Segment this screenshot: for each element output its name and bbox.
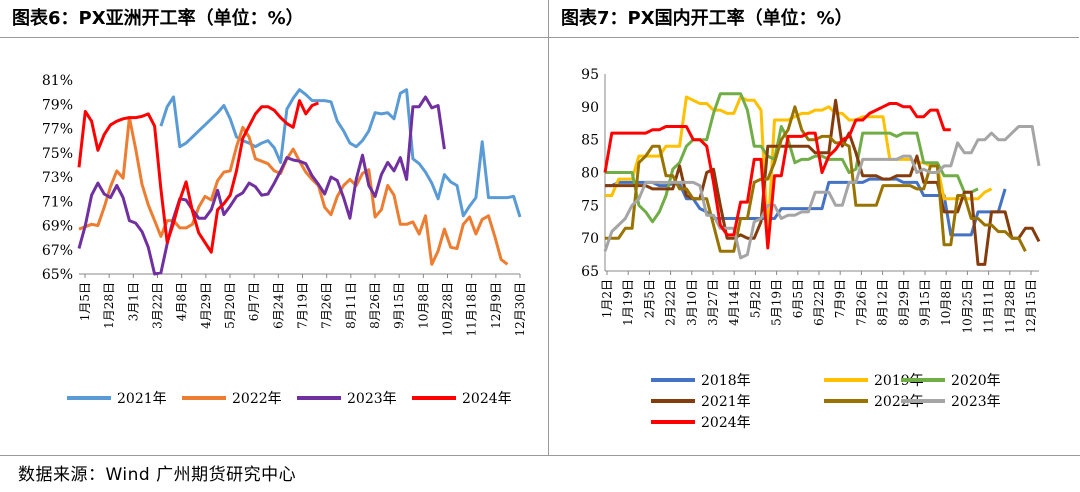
- right-x-tick-label: 6月22日: [812, 279, 826, 326]
- right-x-tick-label: 1月2日: [600, 279, 614, 318]
- left-y-tick-label: 67%: [42, 243, 73, 259]
- left-series-line-2022年: [78, 116, 509, 266]
- left-x-tick-label: 8月11日: [344, 282, 358, 329]
- right-x-tick-label: 2月5日: [642, 279, 656, 318]
- left-x-tick-label: 7月26日: [320, 282, 334, 329]
- right-series-line-2023年: [603, 125, 1041, 260]
- right-x-tick-label: 6月5日: [791, 279, 805, 318]
- right-x-tick-label: 11月28日: [1003, 279, 1017, 334]
- left-x-tick-label: 8月26日: [368, 282, 382, 329]
- left-series-line-2024年: [77, 99, 319, 254]
- right-y-tick-label: 90: [581, 100, 599, 116]
- left-legend-label: 2022年: [232, 391, 282, 407]
- right-x-tick-label: 8月12日: [876, 279, 890, 326]
- right-y-tick-label: 65: [581, 264, 599, 280]
- right-y-tick-label: 95: [581, 67, 599, 83]
- right-x-tick-label: 1月19日: [621, 279, 635, 326]
- right-x-tick-label: 12月15日: [1024, 279, 1038, 334]
- left-y-tick-label: 79%: [42, 97, 73, 113]
- left-x-tick-label: 12月30日: [513, 282, 527, 337]
- left-chart-svg: 81% 79% 77% 75% 73% 71% 69% 67% 65% 1月5日 1月28日 3月1日…: [42, 73, 527, 407]
- left-x-tick-label: 5月20日: [223, 282, 237, 329]
- right-x-tick-label: 7月9日: [833, 279, 847, 318]
- left-y-tick-label: 65%: [42, 267, 73, 283]
- left-x-tick-label: 4月29日: [199, 282, 213, 329]
- left-y-tick-label: 69%: [42, 219, 73, 235]
- left-x-tick-label: 3月1日: [126, 282, 140, 321]
- right-legend-label: 2019年: [874, 373, 924, 389]
- left-legend-label: 2024年: [462, 391, 512, 407]
- left-x-tick-label: 3月22日: [151, 282, 165, 329]
- footer-divider: [0, 455, 1080, 456]
- right-x-tick-label: 8月29日: [897, 279, 911, 326]
- left-chart-panel: 图表6：PX亚洲开工率（单位：%） 81% 79% 77% 75% 73% 71% 69% 6…: [0, 0, 549, 455]
- left-x-tick-label: 4月8日: [175, 282, 189, 321]
- left-x-tick-label: 1月5日: [78, 282, 92, 321]
- right-y-tick-label: 85: [581, 133, 599, 149]
- right-x-tick-label: 3月10日: [685, 279, 699, 326]
- right-x-tick-label: 10月8日: [939, 279, 953, 326]
- right-series-line-2020年: [605, 92, 979, 224]
- left-chart-title: 图表6：PX亚洲开工率（单位：%）: [0, 0, 548, 38]
- right-legend-label: 2018年: [701, 373, 751, 389]
- right-x-tick-label: 5月2日: [748, 279, 762, 318]
- right-chart-title: 图表7：PX国内开工率（单位：%）: [549, 0, 1079, 38]
- right-legend-label: 2024年: [701, 415, 751, 431]
- left-x-tick-label: 7月19日: [296, 282, 310, 329]
- left-y-tick-label: 75%: [42, 146, 73, 162]
- right-x-tick-label: 7月26日: [854, 279, 868, 326]
- left-x-tick-label: 10月28日: [441, 282, 455, 337]
- left-series-line-2023年: [77, 95, 446, 276]
- right-legend-label: 2022年: [874, 394, 924, 410]
- left-legend-label: 2023年: [347, 391, 397, 407]
- right-series-line-2021年: [605, 98, 1041, 266]
- right-chart-panel: 图表7：PX国内开工率（单位：%） 95 90 85 80 75 70 65 1月2日 1月19…: [549, 0, 1079, 455]
- left-y-tick-label: 77%: [42, 122, 73, 138]
- left-y-tick-label: 71%: [42, 194, 73, 210]
- right-legend-label: 2020年: [951, 373, 1001, 389]
- left-x-tick-label: 12月9日: [489, 282, 503, 329]
- left-x-tick-label: 11月18日: [465, 282, 479, 337]
- right-legend-label: 2023年: [951, 394, 1001, 410]
- right-x-tick-label: 3月27日: [706, 279, 720, 326]
- left-legend-label: 2021年: [117, 391, 167, 407]
- right-x-tick-label: 2月22日: [664, 279, 678, 326]
- right-y-tick-label: 75: [581, 198, 599, 214]
- right-x-tick-label: 4月14日: [727, 279, 741, 326]
- left-y-tick-label: 73%: [42, 170, 73, 186]
- right-x-tick-label: 5月19日: [770, 279, 784, 326]
- right-x-tick-label: 10月25日: [960, 279, 974, 334]
- right-x-tick-label: 11月11日: [982, 279, 996, 334]
- left-x-tick-label: 6月7日: [247, 282, 261, 321]
- right-series-line-2022年: [605, 105, 1027, 253]
- right-x-tick-label: 9月15日: [918, 279, 932, 326]
- left-x-tick-label: 9月15日: [392, 282, 406, 329]
- right-y-tick-label: 70: [581, 231, 599, 247]
- right-y-tick-label: 80: [581, 166, 599, 182]
- right-series-line-2024年: [603, 102, 951, 250]
- left-x-tick-label: 6月24日: [271, 282, 285, 329]
- left-x-tick-label: 1月28日: [102, 282, 116, 329]
- left-y-tick-label: 81%: [42, 73, 73, 89]
- left-series-line-2021年: [159, 88, 522, 218]
- source-note: 数据来源：Wind 广州期货研究中心: [18, 465, 297, 485]
- left-x-tick-label: 10月8日: [416, 282, 430, 329]
- right-legend-label: 2021年: [701, 394, 751, 410]
